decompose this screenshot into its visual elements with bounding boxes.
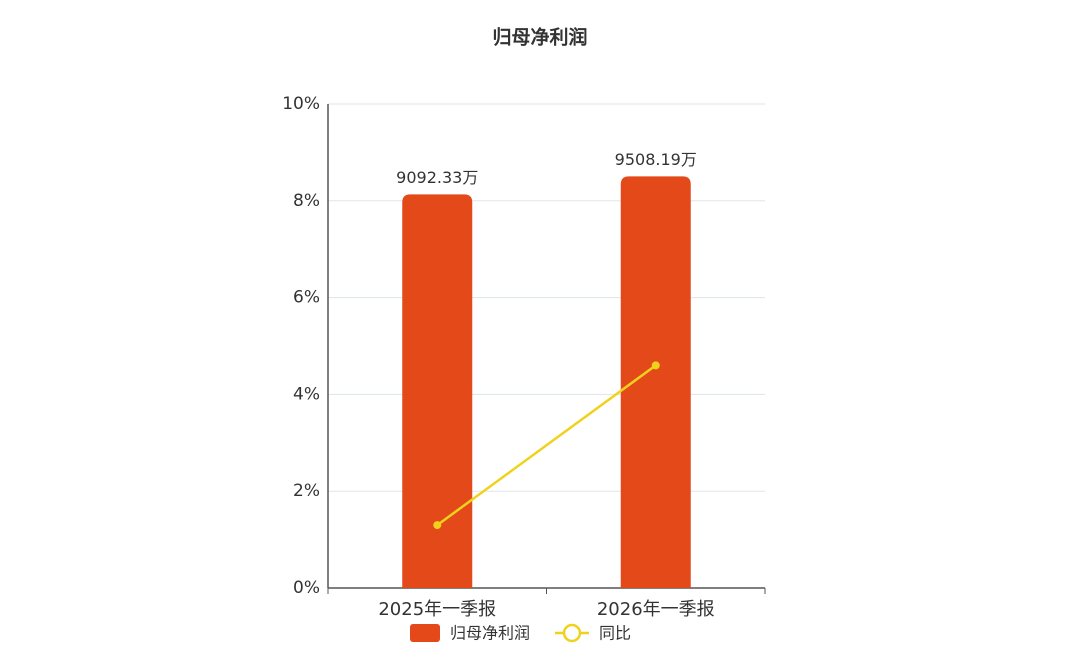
chart-title: 归母净利润	[492, 26, 587, 49]
line-point	[433, 521, 442, 530]
y-tick-label: 10%	[282, 94, 320, 114]
x-tick-label: 2026年一季报	[597, 599, 715, 620]
data-label: 9508.19万	[615, 150, 697, 169]
line-point	[651, 361, 660, 370]
bar	[402, 194, 473, 589]
y-tick-label: 6%	[293, 288, 320, 308]
y-tick-label: 2%	[293, 481, 320, 501]
legend-swatch	[410, 624, 440, 642]
y-tick-label: 4%	[293, 384, 320, 404]
y-tick-label: 0%	[293, 578, 320, 598]
bar	[620, 176, 691, 589]
data-label: 9092.33万	[396, 168, 478, 187]
legend-label: 归母净利润	[450, 624, 530, 643]
legend-swatch	[562, 623, 582, 643]
legend-label: 同比	[599, 624, 631, 643]
line	[436, 364, 657, 527]
x-tick-label: 2025年一季报	[378, 599, 496, 620]
y-tick-label: 8%	[293, 191, 320, 211]
